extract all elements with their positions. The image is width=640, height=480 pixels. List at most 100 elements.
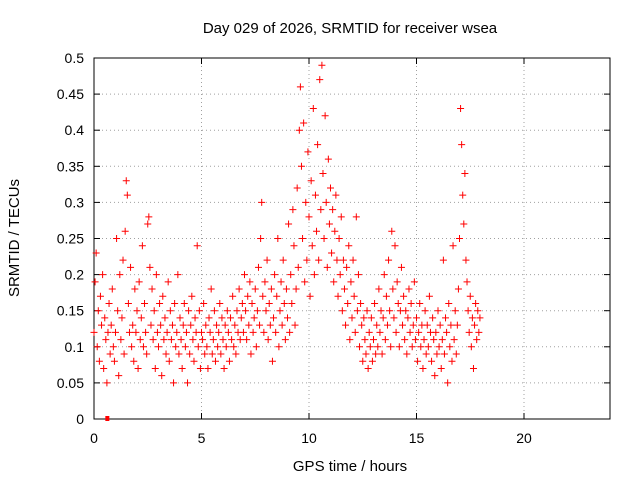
data-point [277,278,285,286]
data-point [429,314,437,322]
data-point [438,336,446,344]
data-point [200,299,208,307]
data-point [145,213,153,221]
data-point [173,328,181,336]
data-point [179,321,187,329]
data-point [306,292,314,300]
x-tick-label: 20 [516,430,532,446]
data-point [242,307,250,315]
data-point [271,271,279,279]
data-point [376,328,384,336]
data-point [337,213,345,221]
data-point [280,299,288,307]
data-point [275,343,283,351]
data-point [187,321,195,329]
data-point [425,292,433,300]
data-point [202,321,210,329]
data-point [266,321,274,329]
data-point [316,76,324,84]
data-point [114,307,122,315]
data-point [182,328,190,336]
data-point [243,336,251,344]
data-point [264,336,272,344]
data-point [290,242,298,250]
data-points [90,61,484,421]
data-point [471,321,479,329]
y-tick-label: 0.25 [57,231,84,247]
data-point [370,336,377,344]
data-point [167,336,175,344]
data-point [407,299,415,307]
data-point [120,350,128,358]
data-point [186,350,194,358]
data-point [124,299,132,307]
data-point [96,292,104,300]
data-point [374,343,382,351]
data-point [346,336,354,344]
data-point [163,328,171,336]
data-point [371,299,379,307]
y-tick-label: 0.05 [57,375,84,391]
data-point [213,321,221,329]
data-point [261,278,269,286]
data-point [107,321,115,329]
data-point [353,307,361,315]
data-point [400,292,408,300]
data-point [332,191,340,199]
data-point [304,148,312,156]
data-point [377,307,385,315]
data-point [335,235,343,242]
data-point [430,336,438,344]
data-point [178,364,186,372]
data-point [385,256,393,264]
data-point [176,314,184,322]
data-point [351,328,359,336]
data-point [368,357,376,365]
data-point [105,299,113,307]
data-point [311,191,319,199]
data-point [236,336,244,344]
data-point [273,292,281,300]
data-point [442,314,450,322]
data-point [116,271,124,279]
data-point [382,292,390,300]
data-point [352,213,360,221]
data-point [119,256,127,264]
data-point [322,198,330,206]
data-point [253,307,261,315]
data-point [199,336,207,344]
data-point [435,343,443,351]
data-point [408,343,416,351]
data-point [270,314,278,322]
data-point [411,336,419,344]
data-point [177,336,185,344]
data-point [139,343,147,351]
data-point [247,350,255,358]
data-point [221,321,229,329]
data-point [360,314,368,322]
data-point [98,321,106,329]
data-point [447,321,455,329]
data-point [466,292,474,300]
data-point [133,307,141,315]
data-point [345,242,353,250]
data-point [278,321,286,329]
data-point [296,83,304,91]
data-point [457,105,465,113]
data-point [161,314,169,322]
data-point [305,213,313,221]
data-point [284,314,291,322]
data-point [314,141,322,149]
data-point [356,343,364,351]
data-point [227,314,235,322]
data-point [446,343,454,351]
data-point [90,328,98,336]
data-point [220,364,228,372]
data-point [157,321,165,329]
data-point [394,299,402,307]
data-point [333,256,341,264]
data-point [238,299,246,307]
data-point [303,256,311,264]
data-point [162,350,170,358]
data-point [307,177,315,185]
